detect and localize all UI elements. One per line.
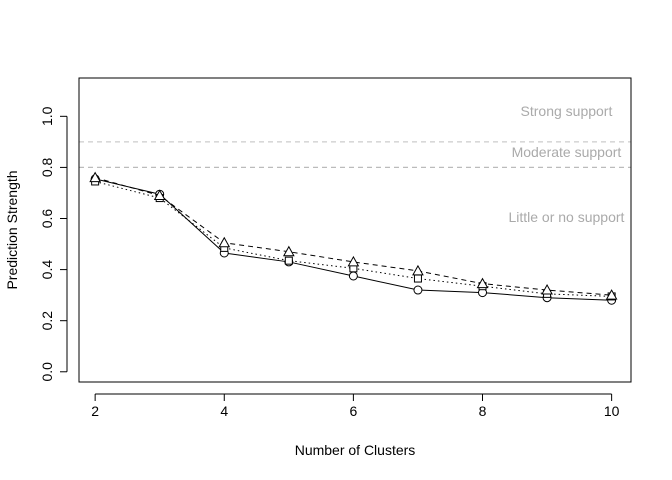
y-tick-label: 1.0 (39, 106, 55, 126)
x-tick-label: 10 (604, 403, 620, 419)
y-tick-label: 0.4 (39, 260, 55, 280)
y-axis: 0.0 0.2 0.4 0.6 0.8 1.0 (39, 106, 68, 382)
x-tick-label: 2 (91, 403, 99, 419)
series-triangle (89, 171, 618, 300)
annotation-label: Strong support (521, 103, 613, 119)
triangle-marker (153, 189, 166, 201)
triangle-marker (218, 236, 231, 248)
triangle-marker (476, 277, 489, 289)
y-tick-label: 0.8 (39, 157, 55, 177)
reference-lines (79, 141, 631, 169)
triangle-marker (89, 171, 101, 183)
y-tick-label: 0.6 (39, 209, 55, 229)
plot-frame (78, 77, 632, 383)
y-tick-label: 0.2 (39, 311, 55, 331)
x-axis: 2 4 6 8 10 (91, 393, 620, 419)
annotations: Strong support Moderate support Little or … (508, 103, 624, 225)
annotation-label: Little or no support (508, 209, 624, 225)
circle-marker (348, 271, 358, 281)
series-circle (90, 174, 617, 305)
triangle-marker (541, 284, 553, 295)
series-line (95, 177, 612, 296)
square-marker (284, 256, 293, 265)
triangle-marker (412, 264, 424, 276)
y-axis-label: Prediction Strength (4, 170, 20, 289)
series-line (95, 178, 612, 301)
circle-marker (413, 285, 423, 295)
x-tick-label: 4 (220, 403, 228, 419)
triangle-marker (605, 289, 618, 300)
series-square (91, 177, 616, 301)
x-axis-label: Number of Clusters (295, 442, 416, 458)
triangle-marker (282, 245, 295, 257)
triangle-marker (347, 255, 360, 267)
series-group (89, 171, 618, 305)
annotation-label: Moderate support (512, 144, 622, 160)
x-tick-label: 8 (479, 403, 487, 419)
x-tick-label: 6 (349, 403, 357, 419)
y-tick-label: 0.0 (39, 362, 55, 382)
square-marker (413, 274, 422, 283)
